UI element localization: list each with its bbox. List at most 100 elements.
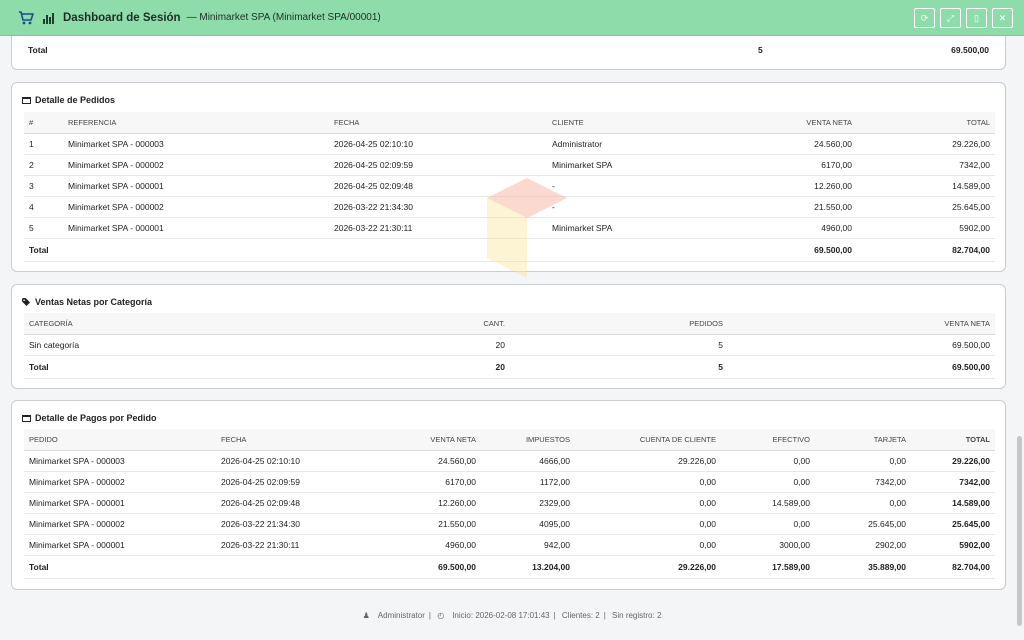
total-cell: Total bbox=[24, 237, 63, 262]
table-cell: Minimarket SPA - 000002 bbox=[63, 154, 329, 176]
column-header: PEDIDO bbox=[24, 429, 216, 451]
table-header-row: PEDIDO FECHA VENTA NETA IMPUESTOS CUENTA DE … bbox=[24, 429, 995, 451]
table-cell: 20 bbox=[408, 334, 510, 356]
status-footer: ♟ Administrator | ◴ Inicio: 2026-02-08 17:0… bbox=[362, 611, 662, 620]
pedidos-card: Detalle de Pedidos # REFERENCIA FECHA CLIEN… bbox=[11, 82, 1006, 272]
column-header: CLIENTE bbox=[547, 112, 717, 134]
table-cell: 1 bbox=[24, 133, 63, 155]
table-cell: Minimarket SPA bbox=[547, 154, 717, 176]
table-cell: 4960,00 bbox=[717, 217, 857, 239]
table-cell: 5 bbox=[24, 217, 63, 239]
table-cell: - bbox=[547, 196, 717, 218]
table-cell: 6170,00 bbox=[717, 154, 857, 176]
column-header: CANT. bbox=[408, 313, 510, 335]
table-cell: 3000,00 bbox=[721, 534, 815, 556]
refresh-icon: ⟳ bbox=[920, 12, 929, 23]
table-header-row: CATEGORÍA CANT. PEDIDOS VENTA NETA bbox=[24, 313, 995, 335]
table-cell: Minimarket SPA - 000002 bbox=[24, 471, 216, 493]
column-header: CUENTA DE CLIENTE bbox=[575, 429, 721, 451]
table-row: Minimarket SPA - 000001 2026-04-25 02:09:… bbox=[24, 492, 995, 514]
table-cell: 0,00 bbox=[575, 513, 721, 535]
close-button[interactable]: ✕ bbox=[992, 8, 1013, 28]
table-cell: 29.226,00 bbox=[911, 450, 995, 472]
bar-chart-icon bbox=[43, 12, 57, 24]
table-cell: 1172,00 bbox=[481, 471, 575, 493]
app-header: Dashboard de Sesión — Minimarket SPA (Mi… bbox=[0, 0, 1024, 36]
close-icon: ✕ bbox=[998, 12, 1007, 23]
column-header: CATEGORÍA bbox=[24, 313, 408, 335]
table-cell: 29.226,00 bbox=[575, 450, 721, 472]
table-cell: 7342,00 bbox=[857, 154, 995, 176]
total-cell bbox=[63, 237, 329, 262]
table-row: Minimarket SPA - 000001 2026-03-22 21:30:… bbox=[24, 534, 995, 556]
table-cell: 0,00 bbox=[721, 450, 815, 472]
total-cell bbox=[547, 237, 717, 262]
table-cell: Minimarket SPA - 000002 bbox=[63, 196, 329, 218]
list-icon bbox=[22, 414, 31, 422]
table-cell: Administrator bbox=[547, 133, 717, 155]
column-header: TOTAL bbox=[911, 429, 995, 451]
total-cell: 69.500,00 bbox=[717, 237, 857, 262]
column-header: FECHA bbox=[216, 429, 327, 451]
table-cell: 5 bbox=[510, 334, 728, 356]
column-header: VENTA NETA bbox=[327, 429, 481, 451]
pedidos-table: # REFERENCIA FECHA CLIENTE VENTA NETA TOTAL 1… bbox=[24, 112, 995, 262]
total-cell: 69.500,00 bbox=[728, 354, 995, 379]
expand-button[interactable]: ⤢ bbox=[940, 8, 961, 28]
pagos-table: PEDIDO FECHA VENTA NETA IMPUESTOS CUENTA DE … bbox=[24, 429, 995, 579]
table-cell: 25.645,00 bbox=[815, 513, 911, 535]
table-row: 3 Minimarket SPA - 000001 2026-04-25 02:09… bbox=[24, 175, 995, 197]
pagos-card: Detalle de Pagos por Pedido PEDIDO FECHA V… bbox=[11, 400, 1006, 590]
pagos-title: Detalle de Pagos por Pedido bbox=[22, 413, 157, 423]
table-cell: 25.645,00 bbox=[857, 196, 995, 218]
total-cell: 29.226,00 bbox=[575, 554, 721, 579]
table-cell: 0,00 bbox=[721, 513, 815, 535]
table-cell: 24.560,00 bbox=[717, 133, 857, 155]
pdf-button[interactable]: ▯ bbox=[966, 8, 987, 28]
tags-icon bbox=[22, 298, 31, 306]
table-row: Sin categoría 20 5 69.500,00 bbox=[24, 334, 995, 356]
table-row: 1 Minimarket SPA - 000003 2026-04-25 02:10… bbox=[24, 133, 995, 155]
table-row: Minimarket SPA - 000002 2026-03-22 21:34:… bbox=[24, 513, 995, 535]
scrollbar[interactable] bbox=[1017, 436, 1022, 626]
column-header: TARJETA bbox=[815, 429, 911, 451]
table-cell: 4666,00 bbox=[481, 450, 575, 472]
table-cell: Minimarket SPA - 000002 bbox=[24, 513, 216, 535]
footer-inicio: Inicio: 2026-02-08 17:01:43 bbox=[452, 611, 550, 620]
table-cell: 2026-03-22 21:30:11 bbox=[329, 217, 547, 239]
table-cell: Minimarket SPA - 000001 bbox=[24, 534, 216, 556]
table-cell: 4095,00 bbox=[481, 513, 575, 535]
column-header: VENTA NETA bbox=[717, 112, 857, 134]
table-cell: 2026-03-22 21:34:30 bbox=[329, 196, 547, 218]
summary-total-label: Total bbox=[28, 45, 48, 55]
column-header: # bbox=[24, 112, 63, 134]
footer-clientes: Clientes: 2 bbox=[561, 611, 600, 620]
table-cell: Minimarket SPA - 000003 bbox=[24, 450, 216, 472]
table-cell: 5902,00 bbox=[857, 217, 995, 239]
categorias-card: Ventas Netas por Categoría CATEGORÍA CANT… bbox=[11, 284, 1006, 389]
table-header-row: # REFERENCIA FECHA CLIENTE VENTA NETA TOTAL bbox=[24, 112, 995, 134]
table-cell: 2902,00 bbox=[815, 534, 911, 556]
table-cell: 21.550,00 bbox=[327, 513, 481, 535]
footer-user: Administrator bbox=[377, 611, 425, 620]
table-cell: 0,00 bbox=[575, 492, 721, 514]
total-cell: 82.704,00 bbox=[911, 554, 995, 579]
page-title: Dashboard de Sesión bbox=[63, 11, 181, 24]
footer-sin-registro: Sin registro: 2 bbox=[612, 611, 662, 620]
table-cell: Minimarket SPA - 000001 bbox=[63, 175, 329, 197]
categorias-table: CATEGORÍA CANT. PEDIDOS VENTA NETA Sin cate… bbox=[24, 313, 995, 379]
table-total-row: Total 69.500,00 13.204,00 29.226,00 17.589,0… bbox=[24, 554, 995, 579]
table-cell: 942,00 bbox=[481, 534, 575, 556]
refresh-button[interactable]: ⟳ bbox=[914, 8, 935, 28]
table-cell: 2026-04-25 02:09:48 bbox=[329, 175, 547, 197]
cart-icon bbox=[17, 9, 35, 27]
categorias-title-text: Ventas Netas por Categoría bbox=[35, 297, 153, 307]
dashboard-content: Total 5 69.500,00 Detalle de Pedidos # RE… bbox=[0, 36, 1024, 640]
table-cell: Minimarket SPA bbox=[547, 217, 717, 239]
table-cell: Sin categoría bbox=[24, 334, 408, 356]
total-cell: Total bbox=[24, 554, 216, 579]
table-cell: 12.260,00 bbox=[327, 492, 481, 514]
table-cell: 4960,00 bbox=[327, 534, 481, 556]
table-cell: 7342,00 bbox=[911, 471, 995, 493]
table-cell: 2026-03-22 21:34:30 bbox=[216, 513, 327, 535]
